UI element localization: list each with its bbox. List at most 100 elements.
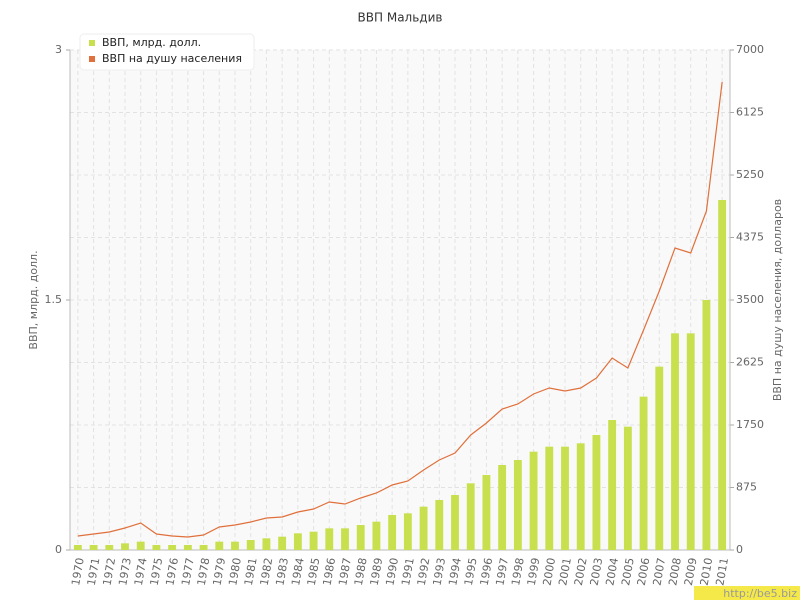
bar xyxy=(718,200,727,550)
x-tick-label: 1994 xyxy=(446,557,464,587)
bar xyxy=(372,521,381,550)
bar xyxy=(513,460,522,550)
bar xyxy=(73,545,82,550)
bar xyxy=(639,396,648,550)
x-tick-label: 1987 xyxy=(336,557,354,587)
x-tick-label: 2004 xyxy=(603,557,621,587)
legend-label: ВВП, млрд. долл. xyxy=(102,36,201,49)
x-tick-label: 1972 xyxy=(101,557,119,587)
bar xyxy=(341,528,349,550)
bar xyxy=(435,500,444,550)
x-tick-label: 1981 xyxy=(242,557,260,587)
bar xyxy=(89,545,98,550)
bar xyxy=(592,435,601,550)
x-tick-label: 2003 xyxy=(588,557,606,587)
x-tick-label: 1990 xyxy=(383,557,401,587)
y2-tick-label: 4375 xyxy=(736,231,764,244)
watermark: http://be5.biz xyxy=(723,587,797,600)
y2-tick-label: 875 xyxy=(736,481,757,494)
bar xyxy=(671,333,679,550)
bar xyxy=(262,538,271,550)
y2-tick-label: 3500 xyxy=(736,293,764,306)
bar xyxy=(451,495,459,550)
x-tick-label: 2000 xyxy=(541,557,559,587)
x-tick-label: 1983 xyxy=(273,557,291,587)
x-tick-label: 2002 xyxy=(572,557,590,587)
x-tick-label: 1988 xyxy=(352,557,370,587)
x-tick-label: 1975 xyxy=(148,557,166,587)
watermark-box xyxy=(694,586,800,600)
bar xyxy=(545,446,554,550)
bar xyxy=(105,545,114,550)
x-tick-label: 1977 xyxy=(179,557,197,587)
bar xyxy=(576,443,585,550)
legend-swatch xyxy=(89,56,95,62)
bar xyxy=(686,333,695,550)
x-tick-label: 1970 xyxy=(69,557,87,587)
x-tick-label: 1985 xyxy=(305,557,323,587)
y-tick-label: 1.5 xyxy=(45,293,63,306)
y-tick-label: 3 xyxy=(55,43,62,56)
line xyxy=(77,81,723,538)
bar xyxy=(231,541,239,550)
x-tick-label: 1984 xyxy=(289,557,307,587)
legend-swatch xyxy=(89,40,95,46)
y2-axis-title: ВВП на душу населения, долларов xyxy=(771,199,784,401)
x-tick-label: 1997 xyxy=(493,557,511,587)
x-tick-label: 2001 xyxy=(556,557,574,587)
x-tick-label: 2009 xyxy=(682,557,700,587)
x-tick-label: 1995 xyxy=(462,557,480,587)
bar xyxy=(278,536,287,550)
x-tick-label: 1993 xyxy=(431,557,449,587)
x-tick-label: 1998 xyxy=(509,557,527,587)
y2-tick-label: 7000 xyxy=(736,43,764,56)
x-tick-label: 1999 xyxy=(525,557,543,587)
bar xyxy=(293,533,302,550)
y-axis-title: ВВП, млрд. долл. xyxy=(27,250,40,349)
x-tick-label: 2011 xyxy=(713,557,731,587)
bar xyxy=(419,506,428,550)
x-tick-label: 1979 xyxy=(211,557,229,587)
bar xyxy=(466,483,475,550)
legend: ВВП, млрд. долл. ВВП на душу населения xyxy=(79,33,255,71)
x-tick-label: 1992 xyxy=(415,557,433,587)
bar xyxy=(136,541,145,550)
y2-tick-label: 1750 xyxy=(736,418,764,431)
y-tick-label: 0 xyxy=(55,543,62,556)
x-tick-label: 2006 xyxy=(635,557,653,587)
bar xyxy=(152,545,161,550)
y2-tick-label: 6125 xyxy=(736,106,764,119)
bar xyxy=(309,531,318,550)
bar xyxy=(121,543,129,550)
bar xyxy=(168,545,177,550)
x-tick-label: 2010 xyxy=(698,557,716,587)
chart-title: ВВП Мальдив xyxy=(358,11,443,25)
bar xyxy=(482,475,491,550)
bar xyxy=(199,545,208,550)
bar xyxy=(608,420,617,550)
x-tick-label: 1978 xyxy=(195,557,213,587)
bar xyxy=(498,465,507,550)
x-tick-label: 1973 xyxy=(116,557,134,587)
x-tick-label: 1980 xyxy=(226,557,244,587)
bar xyxy=(623,426,632,550)
bar xyxy=(356,525,365,550)
bar xyxy=(561,446,569,550)
x-tick-label: 2008 xyxy=(666,557,684,587)
x-tick-label: 1982 xyxy=(258,557,276,587)
x-tick-label: 1976 xyxy=(163,557,181,587)
bar xyxy=(183,545,192,550)
x-tick-label: 1986 xyxy=(321,557,339,587)
y2-tick-label: 2625 xyxy=(736,356,764,369)
x-tick-label: 2007 xyxy=(651,557,669,587)
bar xyxy=(529,451,538,550)
legend-label: ВВП на душу населения xyxy=(102,52,242,65)
bar xyxy=(215,541,224,550)
x-tick-label: 1991 xyxy=(399,557,417,587)
bar xyxy=(325,528,334,550)
x-tick-label: 1974 xyxy=(132,557,150,587)
y2-tick-label: 5250 xyxy=(736,168,764,181)
x-tick-label: 1996 xyxy=(478,557,496,587)
bar xyxy=(403,513,412,550)
